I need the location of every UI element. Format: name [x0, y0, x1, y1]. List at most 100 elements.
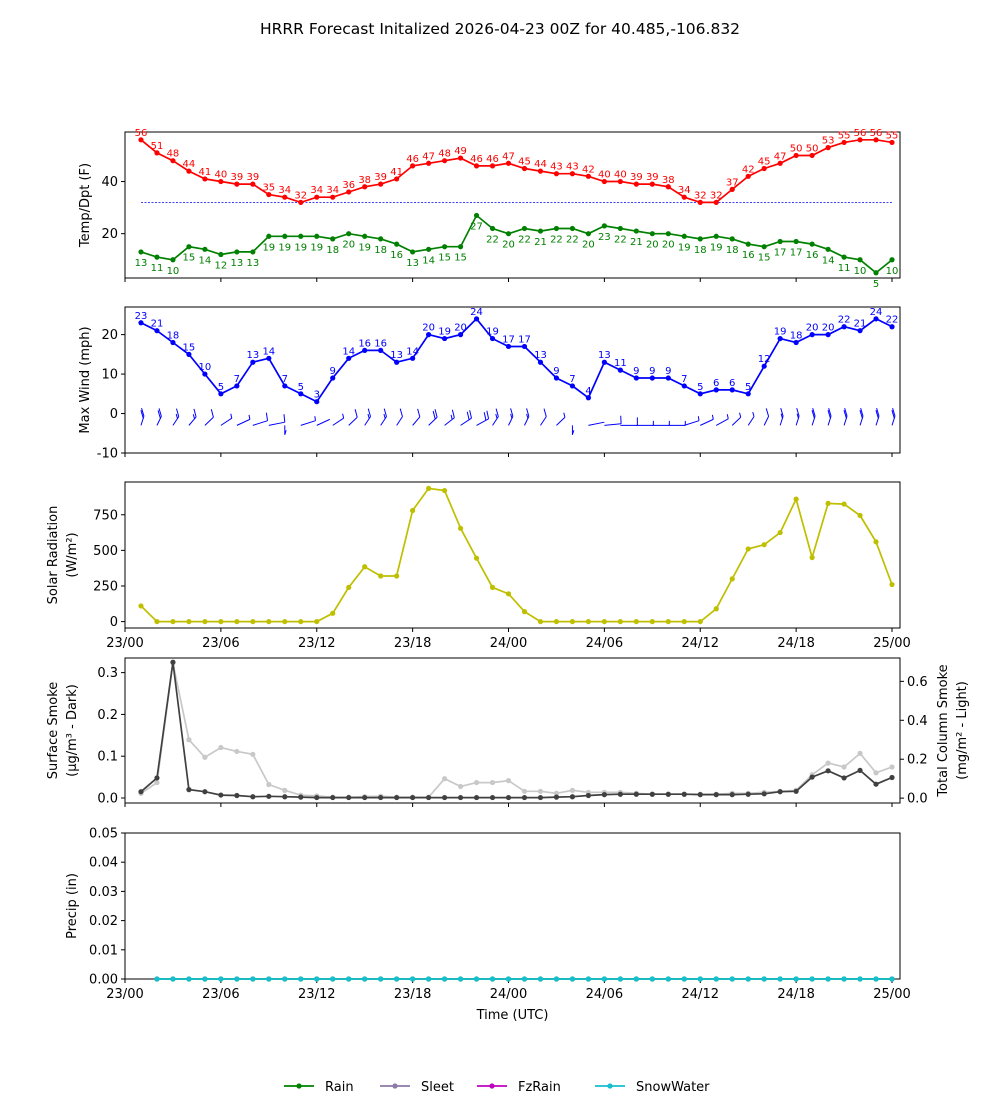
- data-point-snowwater: [857, 976, 863, 982]
- data-point-solar-radiation: [857, 512, 863, 519]
- data-point-temperature: [282, 194, 288, 200]
- wind-barb-flag: [193, 408, 197, 418]
- data-point-dewpoint: [457, 244, 464, 250]
- data-point-max-wind: [585, 395, 592, 401]
- data-label-dewpoint: 12: [215, 261, 228, 272]
- data-point-surface-smoke: [697, 792, 703, 798]
- data-label-dewpoint: 20: [502, 240, 515, 251]
- data-label-dewpoint: 22: [614, 234, 627, 245]
- data-point-snowwater: [777, 976, 783, 982]
- panel-smoke: 0.0 0.1 0.2 0.3 Surface Smoke (μg/m³ - Dark) 0…: [46, 657, 970, 807]
- data-point-snowwater: [841, 976, 847, 982]
- data-point-max-wind: [457, 332, 464, 338]
- y2-tick-label: 0.0: [907, 792, 928, 807]
- data-point-snowwater: [601, 976, 607, 982]
- y-tick-label: 0.05: [89, 827, 118, 842]
- wind-barb-flag: [367, 408, 371, 417]
- data-label-wind: 7: [282, 374, 288, 385]
- data-point-solar-radiation: [298, 618, 304, 625]
- data-point-temperature: [857, 137, 863, 143]
- wind-barb-flag: [563, 412, 566, 418]
- y-tick-label: 10: [101, 368, 118, 383]
- data-point-snowwater: [729, 976, 735, 982]
- data-point-solar-radiation: [457, 525, 464, 531]
- y-tick-label: 0.2: [97, 708, 118, 723]
- wind-barb-flag: [248, 414, 251, 420]
- data-label-dewpoint: 10: [886, 266, 899, 277]
- data-label-temperature: 39: [646, 172, 659, 183]
- data-point-surface-smoke: [633, 791, 639, 797]
- y-tick-label: 750: [93, 508, 118, 523]
- data-point-dewpoint: [138, 249, 144, 255]
- data-label-wind: 9: [330, 366, 336, 377]
- data-label-wind: 13: [246, 350, 259, 361]
- data-point-dewpoint: [697, 236, 703, 242]
- data-point-temperature: [553, 171, 560, 177]
- data-label-wind: 20: [454, 323, 467, 334]
- data-label-wind: 23: [135, 311, 148, 322]
- data-point-solar-radiation: [537, 618, 544, 625]
- x-tick-label: 23/18: [394, 987, 431, 1002]
- data-point-temperature: [889, 139, 895, 146]
- wind-barb-flag: [283, 414, 286, 423]
- data-point-total-column-smoke: [154, 779, 160, 786]
- data-point-snowwater: [633, 976, 639, 982]
- data-point-snowwater: [218, 976, 224, 982]
- data-label-dewpoint: 11: [151, 263, 164, 274]
- data-label-dewpoint: 16: [806, 250, 819, 261]
- wind-barb-flag: [510, 408, 514, 417]
- data-point-surface-smoke: [330, 794, 336, 801]
- wind-barb: [763, 416, 770, 426]
- data-point-max-wind: [394, 359, 400, 365]
- wind-barb: [316, 418, 330, 426]
- wind-barb-flag: [875, 410, 879, 419]
- data-label-wind: 15: [183, 342, 196, 353]
- data-point-surface-smoke: [473, 794, 480, 801]
- legend-label: FzRain: [518, 1080, 561, 1095]
- data-label-dewpoint: 20: [582, 240, 595, 251]
- data-point-max-wind: [857, 328, 863, 334]
- data-label-dewpoint: 22: [566, 234, 579, 245]
- data-point-temperature: [633, 181, 639, 187]
- data-point-dewpoint: [410, 249, 416, 255]
- legend-item-fzrain: FzRain: [477, 1080, 561, 1095]
- data-point-total-column-smoke: [889, 764, 895, 770]
- wind-barb-flag: [780, 408, 784, 417]
- data-point-dewpoint: [330, 236, 336, 242]
- data-point-total-column-smoke: [186, 737, 192, 743]
- data-label-temperature: 46: [406, 154, 419, 165]
- data-point-temperature: [745, 173, 751, 179]
- data-point-solar-radiation: [186, 618, 192, 625]
- data-label-temperature: 48: [438, 149, 451, 160]
- data-point-dewpoint: [601, 223, 607, 229]
- wind-barb-flag: [383, 413, 386, 419]
- data-point-max-wind: [697, 391, 703, 397]
- data-label-dewpoint: 19: [278, 242, 291, 253]
- data-point-dewpoint: [489, 225, 496, 232]
- data-point-dewpoint: [521, 225, 528, 232]
- data-label-wind: 19: [486, 327, 499, 338]
- data-point-snowwater: [346, 976, 352, 982]
- x-tick-label: 25/00: [873, 987, 910, 1002]
- data-label-temperature: 32: [294, 190, 307, 201]
- data-label-wind: 18: [167, 331, 180, 342]
- y-tick-label: 20: [101, 328, 118, 343]
- data-label-wind: 20: [822, 323, 835, 334]
- data-label-temperature: 42: [742, 164, 755, 175]
- data-point-temperature: [617, 178, 623, 185]
- data-label-temperature: 40: [614, 170, 627, 181]
- data-point-dewpoint: [713, 233, 719, 239]
- data-point-snowwater: [410, 976, 416, 982]
- data-label-wind: 6: [729, 378, 735, 389]
- data-point-temperature: [266, 191, 272, 198]
- data-point-temperature: [410, 163, 416, 169]
- data-point-snowwater: [505, 976, 512, 982]
- data-label-temperature: 44: [183, 159, 196, 170]
- y-axis-label: Surface Smoke: [46, 682, 61, 780]
- data-point-max-wind: [633, 375, 639, 381]
- data-point-surface-smoke: [809, 774, 815, 780]
- data-point-total-column-smoke: [250, 751, 256, 757]
- data-label-dewpoint: 15: [183, 253, 196, 264]
- data-point-surface-smoke: [250, 794, 256, 800]
